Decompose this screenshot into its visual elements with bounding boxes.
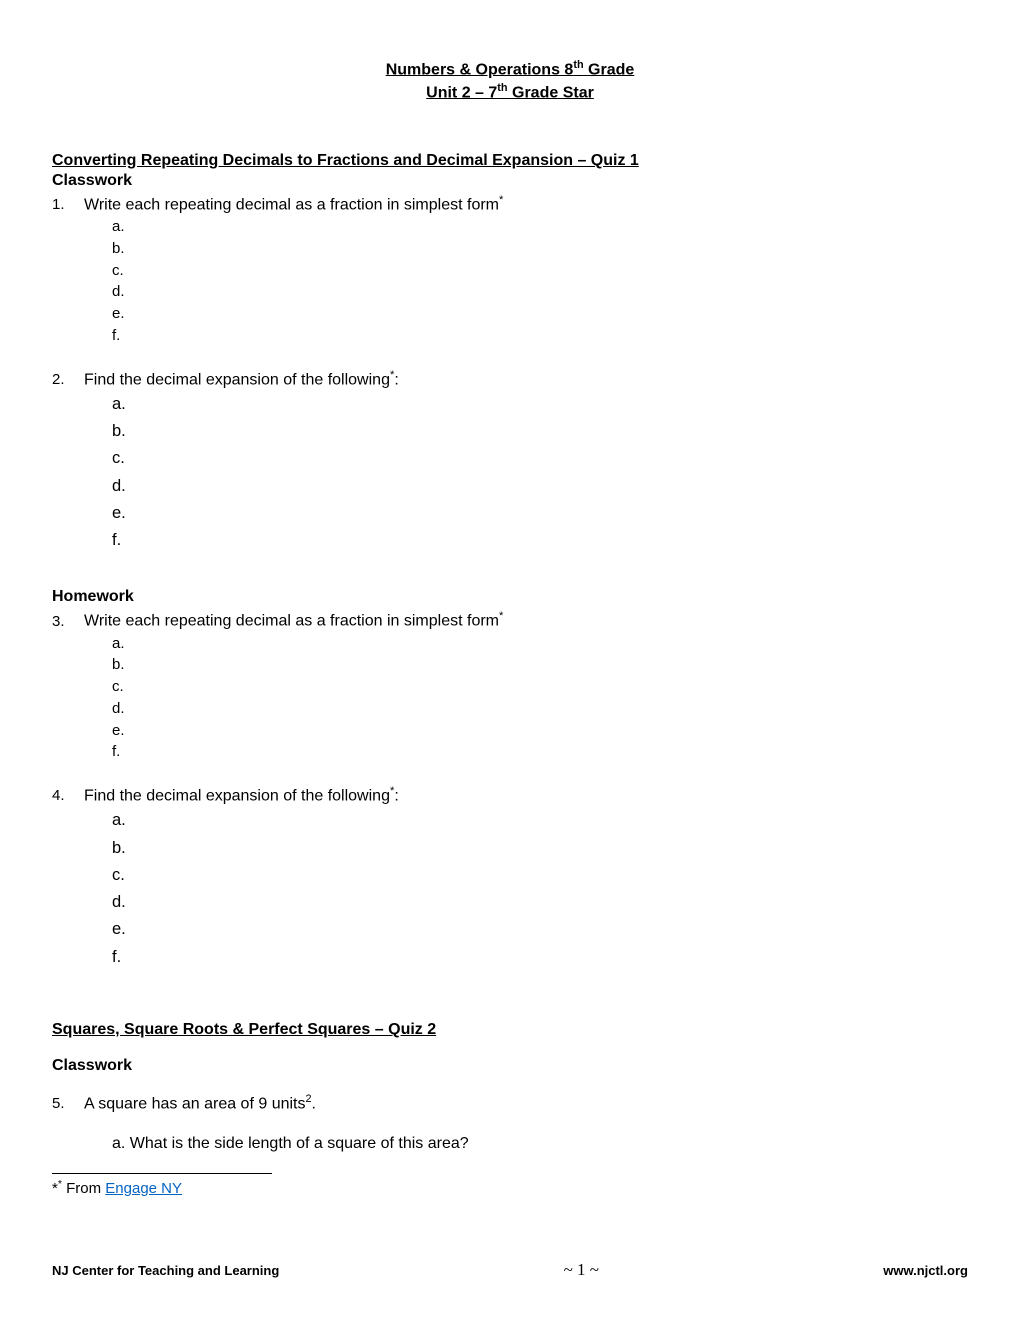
header-title-line-2: Unit 2 – 7th Grade Star bbox=[52, 81, 968, 104]
footnote: ** From Engage NY bbox=[52, 1178, 968, 1197]
question-text: A square has an area of 9 units2. bbox=[84, 1093, 316, 1113]
question-number: 3. bbox=[52, 613, 76, 630]
header-text: Grade bbox=[584, 61, 635, 78]
list-item: e. bbox=[112, 500, 968, 527]
q2-options: a. b. c. d. e. f. bbox=[52, 391, 968, 554]
list-item: f. bbox=[112, 944, 968, 971]
question-number: 1. bbox=[52, 196, 76, 213]
footer-page-number: ~ 1 ~ bbox=[564, 1260, 599, 1280]
list-item: a. bbox=[112, 391, 968, 418]
question-number: 4. bbox=[52, 787, 76, 804]
footnote-link[interactable]: Engage NY bbox=[105, 1180, 182, 1197]
list-item: a. bbox=[112, 807, 968, 834]
footnote-divider bbox=[52, 1173, 272, 1174]
q4-options: a. b. c. d. e. f. bbox=[52, 807, 968, 970]
list-item: f. bbox=[112, 741, 968, 763]
q1-options: a. b. c. d. e. f. bbox=[52, 216, 968, 347]
question-2: 2. Find the decimal expansion of the fol… bbox=[52, 369, 968, 389]
list-item: b. bbox=[112, 238, 968, 260]
q3-options: a. b. c. d. e. f. bbox=[52, 633, 968, 764]
header-sup: th bbox=[573, 59, 583, 71]
list-item: d. bbox=[112, 473, 968, 500]
question-text: Find the decimal expansion of the follow… bbox=[84, 369, 399, 389]
question-text: Write each repeating decimal as a fracti… bbox=[84, 194, 503, 214]
question-text: Write each repeating decimal as a fracti… bbox=[84, 610, 503, 630]
question-number: 2. bbox=[52, 371, 76, 388]
list-item: e. bbox=[112, 303, 968, 325]
list-item: c. bbox=[112, 445, 968, 472]
header-title-line-1: Numbers & Operations 8th Grade bbox=[52, 58, 968, 81]
list-item: f. bbox=[112, 527, 968, 554]
header-text: Grade Star bbox=[508, 84, 594, 101]
section1-title: Converting Repeating Decimals to Fractio… bbox=[52, 152, 968, 170]
list-item: e. bbox=[112, 720, 968, 742]
list-item: e. bbox=[112, 916, 968, 943]
question-number: 5. bbox=[52, 1095, 76, 1112]
q5-sub-a: a. What is the side length of a square o… bbox=[52, 1135, 968, 1153]
list-item: d. bbox=[112, 889, 968, 916]
footnote-marker: * bbox=[499, 194, 503, 206]
footer-left: NJ Center for Teaching and Learning bbox=[52, 1263, 279, 1278]
classwork-label: Classwork bbox=[52, 172, 968, 190]
footer-right: www.njctl.org bbox=[883, 1263, 968, 1278]
list-item: c. bbox=[112, 862, 968, 889]
list-item: b. bbox=[112, 418, 968, 445]
homework-label: Homework bbox=[52, 588, 968, 606]
page-footer: NJ Center for Teaching and Learning ~ 1 … bbox=[52, 1260, 968, 1280]
question-1: 1. Write each repeating decimal as a fra… bbox=[52, 194, 968, 214]
list-item: c. bbox=[112, 676, 968, 698]
header-text: Numbers & Operations 8 bbox=[386, 61, 574, 78]
classwork-label-2: Classwork bbox=[52, 1057, 968, 1075]
list-item: a. bbox=[112, 633, 968, 655]
list-item: c. bbox=[112, 260, 968, 282]
header-sup: th bbox=[497, 82, 507, 94]
question-4: 4. Find the decimal expansion of the fol… bbox=[52, 785, 968, 805]
list-item: d. bbox=[112, 281, 968, 303]
footnote-marker: * bbox=[499, 610, 503, 622]
section2-title: Squares, Square Roots & Perfect Squares … bbox=[52, 1021, 968, 1039]
question-5: 5. A square has an area of 9 units2. a. … bbox=[52, 1093, 968, 1153]
list-item: d. bbox=[112, 698, 968, 720]
list-item: f. bbox=[112, 325, 968, 347]
header-text: Unit 2 – 7 bbox=[426, 84, 497, 101]
page-header: Numbers & Operations 8th Grade Unit 2 – … bbox=[52, 58, 968, 104]
list-item: b. bbox=[112, 654, 968, 676]
list-item: b. bbox=[112, 835, 968, 862]
list-item: a. bbox=[112, 216, 968, 238]
question-3: 3. Write each repeating decimal as a fra… bbox=[52, 610, 968, 630]
question-text: Find the decimal expansion of the follow… bbox=[84, 785, 399, 805]
